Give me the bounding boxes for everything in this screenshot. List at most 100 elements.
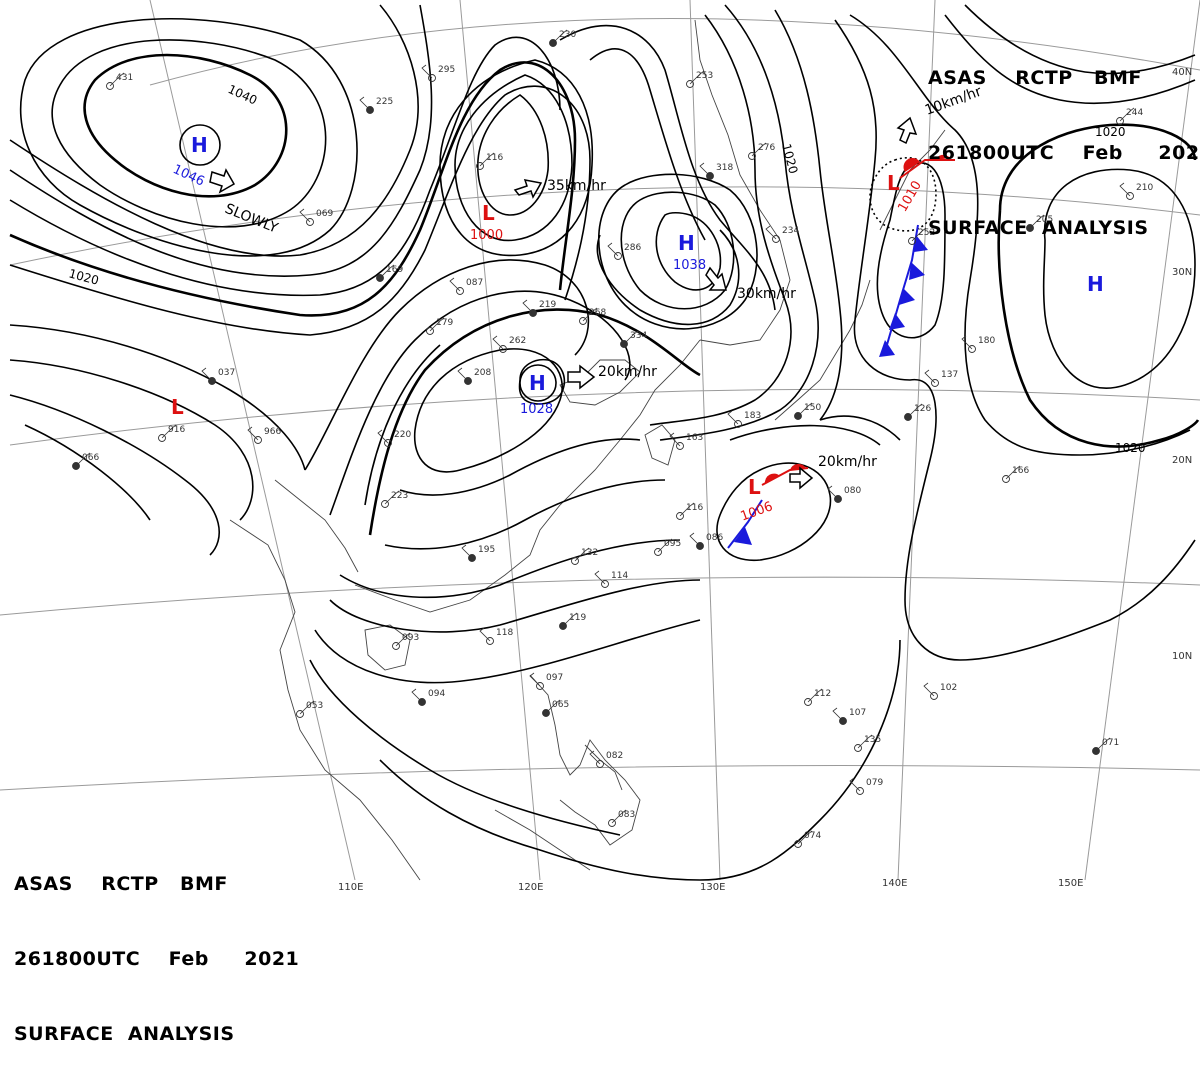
high-center-letter: H	[529, 371, 546, 395]
station-pressure: 065	[552, 700, 569, 710]
high-center-value: 1038	[673, 258, 706, 273]
station-circle	[384, 439, 392, 447]
movement-label: 20km/hr	[598, 364, 657, 380]
station-circle	[676, 442, 684, 450]
wind-barb	[607, 242, 619, 257]
station-pressure: 087	[466, 278, 483, 288]
station-pressure: 262	[509, 336, 526, 346]
station-circle	[571, 557, 579, 565]
station-circle	[854, 744, 862, 752]
station-pressure: 220	[394, 430, 411, 440]
isobar-label: 1020	[779, 142, 800, 175]
station-pressure: 150	[804, 403, 821, 413]
wind-barb	[109, 72, 125, 87]
station-pressure: 116	[486, 153, 503, 163]
wind-barb	[797, 830, 813, 845]
arrow-30kmhr	[705, 266, 727, 291]
station-pressure: 097	[546, 673, 563, 683]
low-center-value: 1010	[895, 179, 925, 215]
station-pressure: 114	[611, 571, 628, 581]
wind-barb	[857, 734, 873, 749]
station-pressure: 210	[1136, 183, 1153, 193]
warm-front	[761, 154, 955, 486]
station-circle	[856, 787, 864, 795]
wind-barb	[429, 317, 445, 332]
station-circle	[1002, 475, 1010, 483]
wind-barb	[395, 632, 411, 647]
wind-barb	[582, 307, 598, 322]
wind-barb	[201, 367, 213, 382]
wind-barb	[75, 452, 91, 467]
station-pressure: 118	[496, 628, 513, 638]
wind-barb	[552, 29, 568, 44]
isobar-1040	[83, 53, 288, 198]
wind-barb	[384, 490, 400, 505]
station-pressure: 066	[82, 453, 99, 463]
low-center-letter: L	[887, 171, 900, 195]
station-pressure: 179	[436, 318, 453, 328]
station-circle	[536, 682, 544, 690]
station-circle	[486, 637, 494, 645]
station-circle	[930, 692, 938, 700]
wind-barb	[924, 369, 936, 384]
wind-barb	[923, 682, 935, 697]
low-center-letter: L	[171, 395, 184, 419]
station-circle	[908, 237, 916, 245]
wind-barb	[545, 699, 561, 714]
station-circle	[608, 819, 616, 827]
wind-barb	[699, 162, 711, 177]
station-circle	[428, 74, 436, 82]
station-circle	[476, 162, 484, 170]
wind-barb	[689, 532, 701, 547]
wind-barb	[669, 432, 681, 447]
wind-barb	[457, 367, 469, 382]
wind-barb	[911, 227, 927, 242]
lat-label: 10N	[1172, 651, 1192, 662]
station-pressure: 037	[218, 368, 235, 378]
station-pressure: 208	[474, 368, 491, 378]
station-circle	[392, 642, 400, 650]
latitude-grid	[0, 18, 1200, 791]
movement-labels: SLOWLY 35km/hr 30km/hr 20km/hr 10km/hr 2…	[223, 83, 984, 470]
station-circle	[579, 317, 587, 325]
wind-barb	[479, 152, 495, 167]
station-circle	[654, 548, 662, 556]
station-pressure: 219	[539, 300, 556, 310]
wind-barb	[522, 299, 534, 314]
wind-barb	[562, 612, 578, 627]
lon-label: 140E	[882, 878, 907, 889]
wind-barb	[679, 502, 695, 517]
wind-barb	[529, 672, 541, 687]
lat-label: 20N	[1172, 455, 1192, 466]
wind-barb	[849, 777, 861, 792]
station-pressure: 966	[264, 427, 281, 437]
station-circle	[158, 434, 166, 442]
wind-barb	[1119, 107, 1135, 122]
wind-barb	[907, 403, 923, 418]
station-pressure: 230	[559, 30, 576, 40]
wind-barb	[765, 225, 777, 240]
low-center-value: 1006	[739, 499, 775, 524]
station-circle	[748, 152, 756, 160]
station-pressure: 135	[864, 735, 881, 745]
lat-label: 40N	[1172, 67, 1192, 78]
lat-label: 30N	[1172, 267, 1192, 278]
station-pressure: 234	[782, 226, 799, 236]
station-circle	[426, 327, 434, 335]
station-pressure: 074	[804, 831, 821, 841]
station-pressure: 223	[391, 491, 408, 501]
wind-barb	[377, 429, 389, 444]
station-pressure: 163	[686, 433, 703, 443]
station-pressure: 132	[581, 548, 598, 558]
isobar-1020-east	[998, 123, 1197, 211]
station-pressure: 116	[686, 503, 703, 513]
station-circle	[1126, 192, 1134, 200]
wind-barb	[247, 426, 259, 441]
station-circle	[794, 840, 802, 848]
station-pressure: 286	[624, 243, 641, 253]
station-pressure: 295	[438, 65, 455, 75]
station-circle	[296, 710, 304, 718]
station-circle	[456, 287, 464, 295]
station-plots: 230 295 431 225 116 069 169 087 179 219 268 262 334 2…	[72, 29, 1153, 848]
isobar-1020-main	[368, 308, 701, 536]
